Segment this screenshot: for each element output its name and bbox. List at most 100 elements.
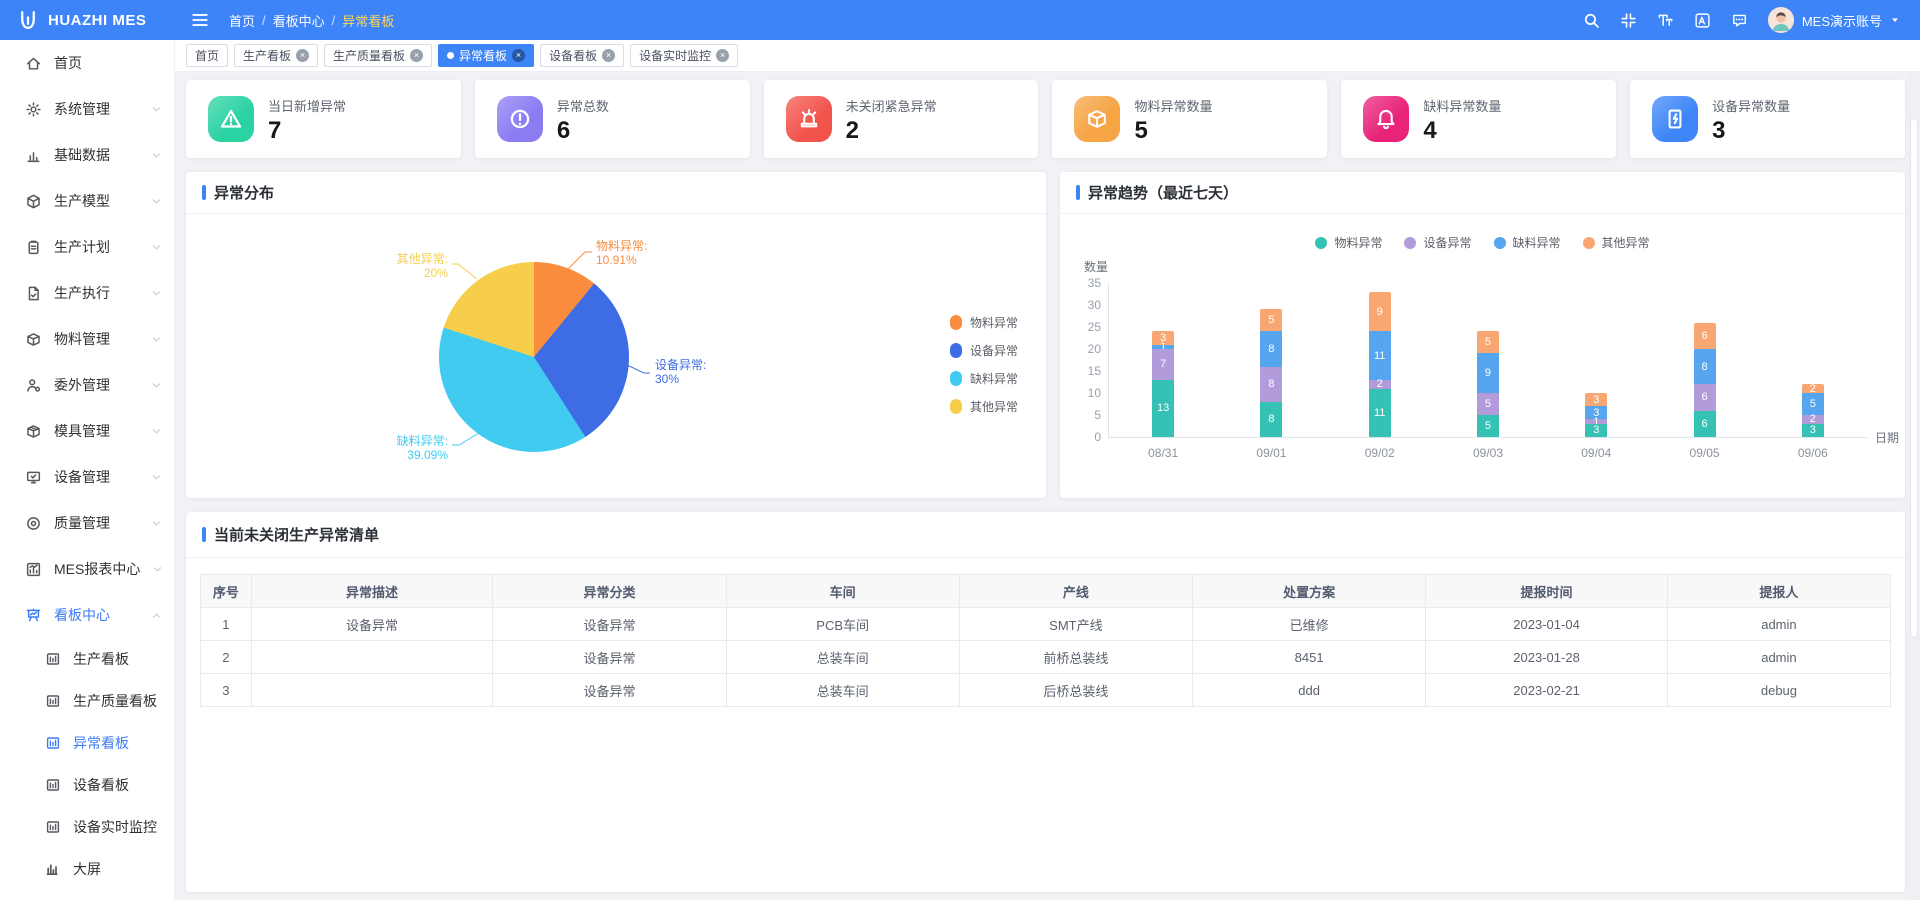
table-cell: 前桥总装线 bbox=[958, 640, 1194, 674]
sidebar-subitem-设备实时监控[interactable]: 设备实时监控 bbox=[0, 806, 174, 848]
bar-group-09/03: 5 5 9 5 09/03 bbox=[1434, 284, 1542, 460]
bar-segment-缺料异常: 3 bbox=[1585, 406, 1608, 420]
table-header-处置方案: 处置方案 bbox=[1191, 574, 1427, 608]
compress-screen-icon[interactable] bbox=[1620, 12, 1637, 29]
sidebar-toggle-icon[interactable] bbox=[191, 11, 209, 29]
sidebar-item-首页[interactable]: 首页 bbox=[0, 40, 174, 86]
sidebar-item-系统管理[interactable]: 系统管理 bbox=[0, 86, 174, 132]
avatar[interactable] bbox=[1767, 7, 1794, 33]
sidebar-item-质量管理[interactable]: 质量管理 bbox=[0, 500, 174, 546]
sidebar-item-生产执行[interactable]: 生产执行 bbox=[0, 270, 174, 316]
stacked-bar[interactable]: 8 8 8 5 bbox=[1260, 309, 1283, 437]
sidebar-item-模具管理[interactable]: 模具管理 bbox=[0, 408, 174, 454]
tab-label: 生产质量看板 bbox=[333, 49, 406, 63]
tab-close-icon[interactable]: × bbox=[602, 49, 616, 62]
user-menu[interactable]: MES演示账号 bbox=[1767, 7, 1900, 33]
tab-首页[interactable]: 首页 bbox=[186, 44, 229, 67]
bar-segment-value: 9 bbox=[1376, 305, 1383, 318]
tab-异常看板[interactable]: 异常看板 × bbox=[438, 44, 535, 67]
stat-meta: 当日新增异常 7 bbox=[268, 96, 346, 143]
bar-segment-value: 8 bbox=[1268, 343, 1275, 356]
legend-label: 物料异常 bbox=[1334, 236, 1383, 250]
pie-chart-title: 异常分布 bbox=[214, 185, 275, 202]
sidebar-item-label: 质量管理 bbox=[54, 515, 110, 531]
search-icon[interactable] bbox=[1583, 12, 1600, 29]
bar-segment-value: 2 bbox=[1809, 382, 1816, 395]
tab-设备看板[interactable]: 设备看板 × bbox=[540, 44, 625, 67]
sidebar-subitem-异常看板[interactable]: 异常看板 bbox=[0, 722, 174, 764]
pie-legend-item-设备异常[interactable]: 设备异常 bbox=[949, 342, 1018, 359]
sidebar-subitem-label: 大屏 bbox=[73, 861, 101, 877]
table-cell: 1 bbox=[200, 607, 252, 641]
pie-legend-item-物料异常[interactable]: 物料异常 bbox=[949, 314, 1018, 331]
stacked-bar[interactable]: 5 5 9 5 bbox=[1476, 331, 1499, 437]
breadcrumb-item[interactable]: 首页 bbox=[229, 13, 256, 29]
chevron-down-icon bbox=[151, 242, 162, 253]
content: 当日新增异常 7 异常总数 6 未关闭紧急异常 2 物料异常数量 5 缺料异常数量 4 设备异常数量… bbox=[175, 72, 1920, 900]
exception-table: 序号 异常描述 异常分类 车间 产线 处置方案 提报时间 提报人 1 设备异常 设备异常 PCB车间… bbox=[200, 574, 1892, 707]
tab-close-icon[interactable]: × bbox=[512, 49, 526, 62]
font-size-icon[interactable] bbox=[1657, 12, 1674, 29]
tab-生产看板[interactable]: 生产看板 × bbox=[234, 44, 319, 67]
bar-segment-value: 3 bbox=[1593, 424, 1600, 437]
trend-legend-item-物料异常[interactable]: 物料异常 bbox=[1315, 234, 1382, 251]
bar-segment-value: 5 bbox=[1484, 336, 1492, 349]
stat-label: 当日新增异常 bbox=[268, 98, 347, 114]
bar-segment-value: 5 bbox=[1268, 314, 1275, 327]
breadcrumb-item[interactable]: 看板中心 bbox=[272, 13, 325, 29]
bar-segment-value: 5 bbox=[1484, 420, 1492, 432]
sidebar-item-设备管理[interactable]: 设备管理 bbox=[0, 454, 174, 500]
bar-segment-value: 2 bbox=[1809, 413, 1816, 426]
table-header-序号: 序号 bbox=[200, 574, 252, 608]
tab-label: 设备实时监控 bbox=[639, 49, 712, 63]
sidebar-item-看板中心[interactable]: 看板中心 bbox=[0, 592, 174, 638]
y-axis-tick: 0 bbox=[1094, 430, 1101, 444]
pie-legend: 物料异常设备异常缺料异常其他异常 bbox=[949, 314, 1018, 415]
tab-设备实时监控[interactable]: 设备实时监控 × bbox=[630, 44, 739, 67]
tab-close-icon[interactable]: × bbox=[296, 49, 310, 62]
bar-segment-缺料异常: 8 bbox=[1693, 349, 1716, 385]
pie-legend-item-其他异常[interactable]: 其他异常 bbox=[949, 398, 1018, 415]
message-icon[interactable] bbox=[1731, 12, 1748, 29]
sidebar-item-生产模型[interactable]: 生产模型 bbox=[0, 178, 174, 224]
trend-legend-item-缺料异常[interactable]: 缺料异常 bbox=[1493, 234, 1561, 251]
bar-segment-缺料异常: 5 bbox=[1801, 393, 1824, 416]
tab-close-icon[interactable]: × bbox=[410, 49, 424, 62]
tab-生产质量看板[interactable]: 生产质量看板 × bbox=[324, 44, 433, 67]
app-logo[interactable]: HUAZHI MES bbox=[0, 8, 175, 32]
x-axis-tick: 09/06 bbox=[1797, 446, 1828, 460]
sidebar-item-物料管理[interactable]: 物料管理 bbox=[0, 316, 174, 362]
trend-legend-item-其他异常[interactable]: 其他异常 bbox=[1582, 234, 1650, 251]
pie-graphic[interactable] bbox=[439, 262, 629, 452]
stacked-bar[interactable]: 6 6 8 6 bbox=[1693, 322, 1716, 437]
x-axis-tick: 09/03 bbox=[1472, 446, 1503, 460]
table-panel-header: 当前未关闭生产异常清单 bbox=[186, 512, 1905, 558]
legend-label: 物料异常 bbox=[969, 316, 1018, 330]
tab-close-icon[interactable]: × bbox=[716, 49, 730, 62]
sidebar-item-label: 基础数据 bbox=[54, 147, 110, 163]
sidebar-item-生产计划[interactable]: 生产计划 bbox=[0, 224, 174, 270]
chevron-down-icon bbox=[151, 380, 162, 391]
stacked-bar[interactable]: 11 2 11 9 bbox=[1368, 291, 1391, 437]
bar-group-09/01: 8 8 8 5 09/01 bbox=[1217, 284, 1325, 460]
sidebar-subitem-生产看板[interactable]: 生产看板 bbox=[0, 638, 174, 680]
table-cell: 已维修 bbox=[1191, 607, 1427, 641]
translate-icon[interactable] bbox=[1694, 12, 1711, 29]
sidebar-subitem-设备看板[interactable]: 设备看板 bbox=[0, 764, 174, 806]
stacked-bar[interactable]: 13 7 1 3 bbox=[1152, 331, 1175, 437]
sidebar-subitem-大屏[interactable]: 大屏 bbox=[0, 848, 174, 890]
table-cell: 总装车间 bbox=[725, 640, 960, 674]
sidebar-item-MES报表中心[interactable]: MES报表中心 bbox=[0, 546, 174, 592]
pie-legend-item-缺料异常[interactable]: 缺料异常 bbox=[949, 370, 1018, 387]
pie-panel-header: 异常分布 bbox=[186, 172, 1046, 214]
sidebar-item-委外管理[interactable]: 委外管理 bbox=[0, 362, 174, 408]
chevron-down-icon bbox=[152, 564, 163, 575]
scrollbar-thumb[interactable] bbox=[1910, 118, 1918, 638]
bar-segment-value: 3 bbox=[1593, 406, 1600, 419]
bar-segment-缺料异常: 11 bbox=[1368, 331, 1391, 380]
trend-legend-item-设备异常[interactable]: 设备异常 bbox=[1404, 234, 1472, 251]
sidebar-subitem-生产质量看板[interactable]: 生产质量看板 bbox=[0, 680, 174, 722]
sidebar-item-基础数据[interactable]: 基础数据 bbox=[0, 132, 174, 178]
